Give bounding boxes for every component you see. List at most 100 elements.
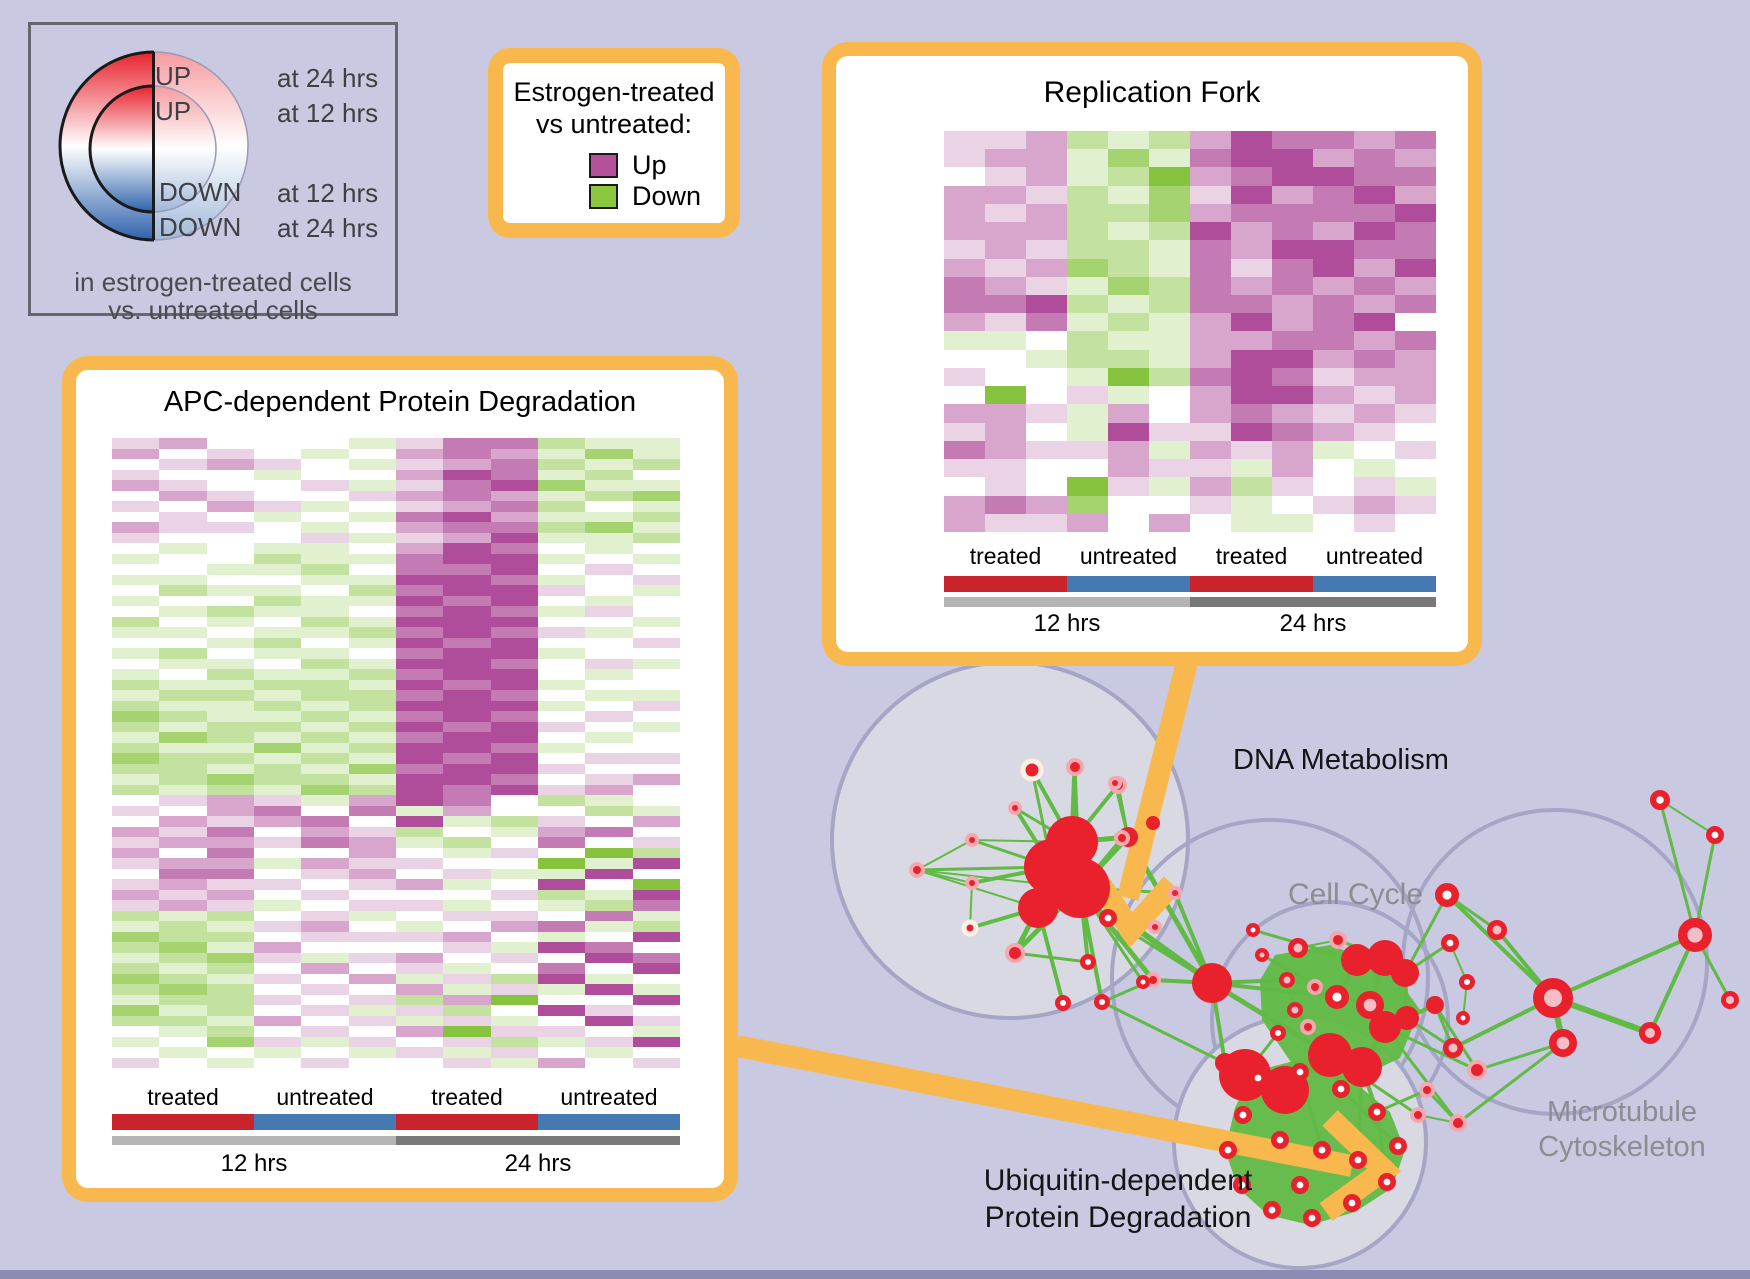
heatmap-cell: [985, 276, 1026, 295]
heatmap-cell: [944, 222, 985, 241]
heatmap-cell: [585, 847, 633, 858]
heatmap-cell: [159, 973, 207, 984]
heatmap-cell: [395, 574, 444, 585]
heatmap-cell: [395, 1015, 444, 1026]
heatmap-cell: [1149, 404, 1190, 423]
heatmap-cell: [112, 711, 160, 722]
heatmap-cell: [348, 1036, 396, 1047]
heatmap-cell: [301, 847, 349, 858]
heatmap-cell: [1190, 240, 1231, 259]
cluster-label-1: Cell Cycle: [1288, 878, 1424, 911]
group-label-3: untreated: [560, 1084, 658, 1110]
heatmap-cell: [159, 1057, 207, 1068]
heatmap-cell: [159, 480, 207, 491]
heatmap-cell: [348, 763, 396, 774]
heatmap-cell: [253, 921, 302, 932]
heatmap-cell: [348, 522, 396, 533]
heatmap-cell: [301, 490, 349, 501]
heatmap-cell: [632, 490, 680, 501]
network-edge: [1384, 1025, 1478, 1072]
heatmap-cell: [206, 501, 254, 512]
gene-node-ring-white: [1249, 1069, 1268, 1088]
heatmap-cell: [112, 784, 160, 795]
heatmap-cell: [159, 1015, 207, 1026]
heatmap-cell: [537, 1036, 586, 1047]
heatmap-cell: [632, 585, 680, 596]
heatmap-cell: [301, 900, 349, 911]
heatmap-cell: [632, 879, 680, 890]
heatmap-cell: [944, 185, 985, 204]
heatmap-cell: [632, 1047, 680, 1058]
heatmap-cell: [443, 952, 491, 963]
heatmap-cell: [537, 616, 586, 627]
heatmap-cell: [443, 637, 491, 648]
group-label-0: treated: [969, 543, 1042, 569]
heatmap-cell: [1149, 367, 1190, 387]
heatmap-cell: [112, 900, 160, 911]
heatmap-cell: [301, 994, 349, 1005]
heatmap-cell: [301, 721, 349, 732]
heatmap-cell: [206, 679, 254, 690]
heatmap-cell: [1354, 240, 1395, 259]
apc-condition-bar: [112, 1114, 680, 1130]
heatmap-cell: [1272, 440, 1313, 460]
heatmap-cell: [1395, 331, 1436, 350]
heatmap-cell: [1026, 404, 1067, 423]
heatmap-cell: [159, 921, 207, 932]
heatmap-cell: [253, 763, 302, 774]
heatmap-cell: [206, 522, 254, 533]
heatmap-cell: [1067, 477, 1108, 496]
heatmap-cell: [159, 795, 207, 806]
heatmap-cell: [348, 459, 396, 470]
heatmap-cell: [395, 553, 444, 564]
network-edge: [916, 839, 973, 871]
gene-node-ring-white: [1219, 1141, 1238, 1160]
heatmap-cell: [585, 826, 633, 837]
heatmap-cell: [585, 763, 633, 774]
heatmap-cell: [301, 963, 349, 974]
apc-time-bar: [112, 1136, 680, 1145]
heatmap-cell: [1231, 203, 1272, 223]
heatmap-cell: [1067, 513, 1108, 532]
heatmap-cell: [1231, 276, 1272, 295]
gene-node-ring-white: [1246, 923, 1260, 937]
heatmap-cell: [490, 1015, 538, 1026]
heatmap-cell: [443, 889, 491, 900]
heatmap-cell: [944, 367, 985, 387]
heatmap-cell: [348, 910, 396, 921]
heatmap-cell: [585, 868, 633, 879]
heatmap-cell: [1067, 331, 1108, 350]
heatmap-cell: [206, 952, 254, 963]
heatmap-cell: [253, 1005, 302, 1016]
heatmap-cell: [395, 669, 444, 680]
heatmap-cell: [944, 294, 985, 314]
network-edge: [1659, 799, 1716, 836]
heatmap-cell: [395, 847, 444, 858]
heatmap-cell: [253, 847, 302, 858]
heatmap-cell: [301, 511, 349, 522]
heatmap-cell: [1354, 349, 1395, 368]
bottom-border-strip: [0, 1270, 1750, 1279]
heatmap-cell: [985, 185, 1026, 204]
heatmap-cell: [443, 1015, 491, 1026]
heatmap-cell: [1190, 513, 1231, 532]
heatmap-cell: [159, 469, 207, 480]
heatmap-cell: [443, 868, 491, 879]
heatmap-cell: [395, 1026, 444, 1037]
heatmap-cell: [585, 984, 633, 995]
heatmap-cell: [1026, 240, 1067, 259]
heatmap-cell: [1395, 167, 1436, 186]
heatmap-cell: [537, 1015, 586, 1026]
heatmap-cell: [1354, 185, 1395, 204]
heatmap-cell: [206, 742, 254, 753]
heatmap-cell: [1395, 149, 1436, 168]
heatmap-cell: [206, 637, 254, 648]
heatmap-cell: [395, 438, 444, 449]
heatmap-cell: [1231, 459, 1272, 478]
heatmap-cell: [301, 522, 349, 533]
heatmap-cell: [395, 658, 444, 669]
heatmap-cell: [112, 700, 160, 711]
heatmap-cell: [585, 1036, 633, 1047]
heatmap-cell: [632, 847, 680, 858]
heatmap-cell: [1272, 313, 1313, 332]
